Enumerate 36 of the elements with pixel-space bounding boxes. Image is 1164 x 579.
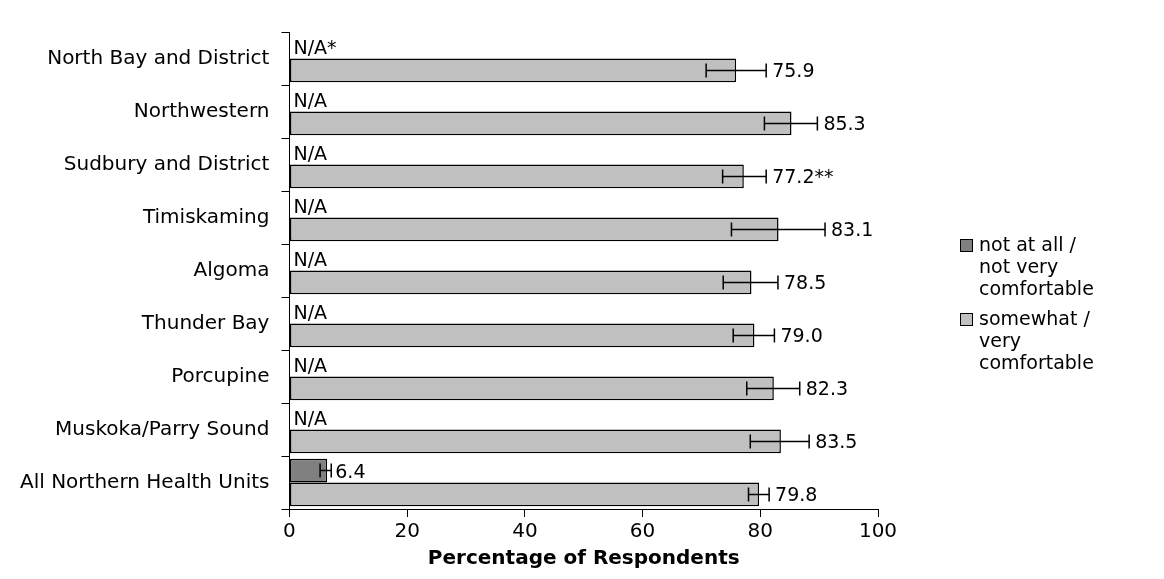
y-tick-label: Sudbury and District xyxy=(63,150,270,175)
data-label: 79.8 xyxy=(775,483,818,506)
text: N/A xyxy=(293,194,328,217)
y-tick-label: Timiskaming xyxy=(141,203,270,228)
x-tick-label: 100 xyxy=(858,518,898,543)
y-tick-label: Algoma xyxy=(193,256,270,281)
x-tick-label: 40 xyxy=(512,518,538,543)
x-tick-label: 0 xyxy=(283,518,296,543)
data-label: 78.5 xyxy=(783,271,827,294)
data-label: 75.9 xyxy=(772,59,815,82)
y-tick-label: North Bay and District xyxy=(47,44,270,69)
y-tick-label: Porcupine xyxy=(171,362,270,387)
text: N/A xyxy=(293,141,328,164)
data-label: 85.3 xyxy=(823,112,866,135)
y-tick-label: All Northern Health Units xyxy=(19,468,270,493)
text: N/A xyxy=(293,353,328,376)
text: N/A* xyxy=(293,35,337,58)
data-label: 6.4 xyxy=(335,459,366,482)
legend-label: somewhat / very comfortable xyxy=(979,307,1095,373)
data-label: 82.3 xyxy=(805,377,849,400)
x-tick-label: 20 xyxy=(394,518,420,543)
data-label: 83.5 xyxy=(815,430,858,453)
x-axis-title: Percentage of Respondents xyxy=(427,545,740,570)
y-tick-label: Thunder Bay xyxy=(140,309,270,334)
text: N/A xyxy=(293,247,328,270)
x-tick-label: 60 xyxy=(629,518,656,543)
legend-label: not at all / not very comfortable xyxy=(979,233,1095,299)
text: N/A xyxy=(293,300,328,323)
x-tick-label: 80 xyxy=(747,518,774,543)
data-label: 77.2** xyxy=(772,165,834,188)
text: N/A xyxy=(293,406,328,429)
data-label: 83.1 xyxy=(831,218,874,241)
y-tick-label: Northwestern xyxy=(133,97,270,122)
y-tick-label: Muskoka/Parry Sound xyxy=(55,415,270,440)
data-label: 79.0 xyxy=(780,324,823,347)
text: N/A xyxy=(293,88,328,111)
